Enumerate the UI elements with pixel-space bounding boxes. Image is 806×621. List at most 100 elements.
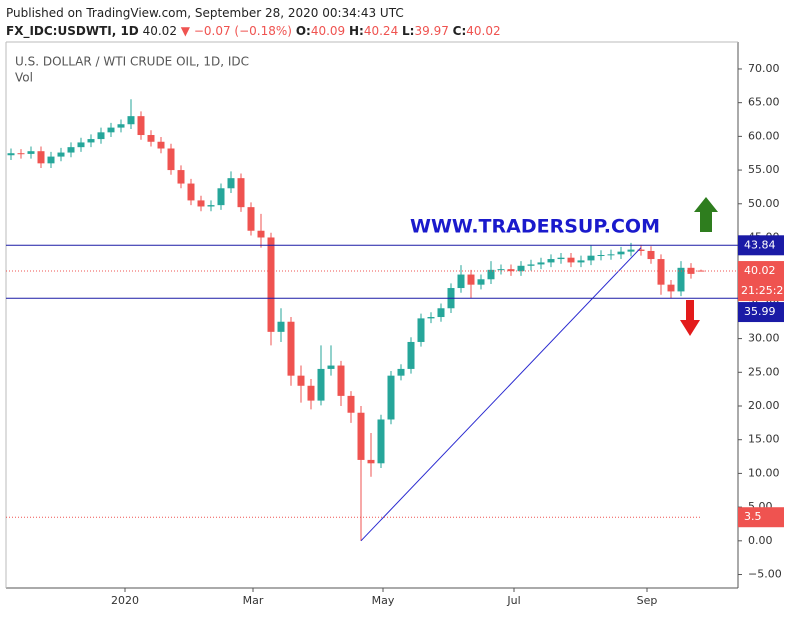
y-tick-label: 60.00: [748, 129, 780, 142]
y-tick-label: 10.00: [748, 466, 780, 479]
price-box: [738, 302, 784, 323]
ohlc-label: H:: [349, 24, 364, 38]
candle-body: [537, 262, 545, 265]
ohlc-value: 40.24: [363, 24, 399, 38]
candle-body: [87, 139, 95, 143]
candle-body: [127, 116, 135, 125]
last-price: 40.02: [142, 24, 177, 38]
ohlc-value: 40.02: [466, 24, 501, 38]
candle-body: [347, 395, 355, 413]
y-tick-label: 20.00: [748, 399, 780, 412]
candle-body: [667, 284, 675, 292]
header: Published on TradingView.com, September …: [6, 4, 501, 40]
y-tick-label: 50.00: [748, 197, 780, 210]
candle-body: [557, 257, 565, 260]
y-tick-label: 30.00: [748, 332, 780, 345]
candle-body: [27, 151, 35, 154]
candle-body: [17, 153, 25, 155]
annotation: WWW.TRADERSUP.COM: [410, 216, 660, 238]
candle-body: [337, 365, 345, 396]
candle-body: [647, 250, 655, 260]
candle-body: [357, 412, 365, 460]
candle-body: [117, 124, 125, 128]
candle-body: [397, 368, 405, 376]
symbol: FX_IDC:USDWTI, 1D: [6, 24, 139, 38]
candle-body: [137, 116, 145, 136]
x-tick-label: Mar: [243, 594, 264, 607]
candle-body: [177, 170, 185, 184]
candle-body: [317, 368, 325, 401]
x-tick-label: Sep: [637, 594, 658, 607]
y-tick-label: 25.00: [748, 365, 780, 378]
candle-body: [187, 183, 195, 201]
candle-body: [7, 153, 15, 156]
candle-body: [577, 260, 585, 263]
chart-subtitle: Vol: [15, 71, 33, 85]
candle-body: [307, 385, 315, 401]
candle-body: [507, 269, 515, 272]
candle-body: [427, 317, 435, 319]
candle-body: [697, 270, 705, 272]
price-box-label: 35.99: [744, 305, 776, 318]
ohlc: O:40.09 H:40.24 L:39.97 C:40.02: [296, 24, 501, 38]
ohlc-label: C:: [452, 24, 467, 38]
candle-body: [607, 254, 615, 256]
candle-body: [257, 230, 265, 238]
ohlc-label: L:: [402, 24, 415, 38]
candle-body: [217, 188, 225, 206]
candle-body: [237, 178, 245, 208]
countdown-label: 21:25:21: [741, 284, 790, 297]
candle-body: [77, 142, 85, 148]
y-tick-label: 0.00: [748, 534, 773, 547]
candle-body: [487, 269, 495, 280]
trend-line: [360, 247, 642, 542]
candle-body: [407, 341, 415, 369]
candle-body: [517, 265, 525, 272]
candle-body: [547, 259, 555, 263]
candle-body: [567, 257, 575, 263]
price-box: [738, 261, 784, 302]
candle-body: [297, 375, 305, 386]
candle-body: [37, 151, 45, 164]
candle-body: [617, 251, 625, 255]
x-tick-label: 2020: [111, 594, 139, 607]
candle-body: [167, 148, 175, 171]
candle-body: [457, 274, 465, 289]
symbol-line: FX_IDC:USDWTI, 1D 40.02 ▼ −0.07 (−0.18%)…: [6, 22, 501, 40]
down-arrow: [680, 300, 700, 336]
candle-body: [657, 259, 665, 285]
candle-body: [437, 308, 445, 318]
candle-body: [277, 321, 285, 332]
ohlc-label: O:: [295, 24, 311, 38]
candle-body: [227, 178, 235, 189]
change-arrow: ▼: [180, 24, 191, 38]
x-tick-label: Jul: [506, 594, 520, 607]
candle-body: [377, 419, 385, 464]
candle-body: [47, 156, 55, 164]
ohlc-value: 39.97: [414, 24, 449, 38]
candle-body: [497, 269, 505, 271]
candle-body: [157, 141, 165, 149]
up-arrow: [694, 197, 718, 232]
price-box-label: 43.84: [744, 238, 776, 251]
candle-body: [677, 267, 685, 292]
candle-body: [597, 255, 605, 257]
candle-body: [207, 205, 215, 207]
chart-title: U.S. DOLLAR / WTI CRUDE OIL, 1D, IDC: [15, 55, 249, 69]
y-tick-label: −5.00: [748, 568, 782, 581]
ohlc-value: 40.09: [310, 24, 346, 38]
candle-body: [197, 200, 205, 207]
candle-body: [637, 249, 645, 251]
candle-body: [467, 274, 475, 285]
candle-body: [587, 255, 595, 261]
candle-body: [627, 249, 635, 252]
published-line: Published on TradingView.com, September …: [6, 6, 404, 20]
candle-body: [97, 132, 105, 140]
y-tick-label: 55.00: [748, 163, 780, 176]
candle-body: [527, 264, 535, 266]
y-tick-label: 65.00: [748, 96, 780, 109]
y-tick-label: 70.00: [748, 62, 780, 75]
candle-body: [477, 279, 485, 285]
